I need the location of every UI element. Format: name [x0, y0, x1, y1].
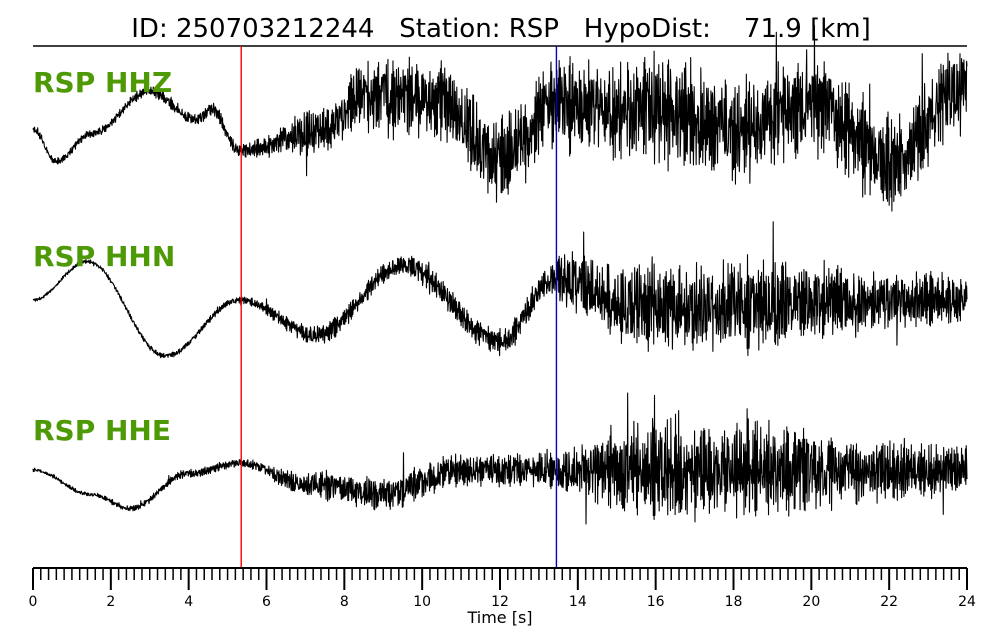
trace-line-rsp-hhe	[32, 392, 968, 525]
channel-label-rsp-hhz: RSP HHZ	[33, 66, 172, 99]
x-tick-label: 6	[262, 594, 271, 610]
x-tick-label: 4	[184, 594, 193, 610]
x-tick-label: 18	[725, 594, 743, 610]
x-tick-label: 8	[340, 594, 349, 610]
channel-label-rsp-hhe: RSP HHE	[33, 414, 171, 447]
x-tick-label: 20	[802, 594, 820, 610]
trace-line-rsp-hhn	[32, 221, 968, 359]
x-tick-label: 24	[958, 594, 976, 610]
phase-picks	[240, 46, 558, 568]
x-tick-label: 12	[491, 594, 509, 610]
trace-line-rsp-hhz	[32, 25, 968, 212]
x-tick-label: 14	[569, 594, 587, 610]
time-axis: 0 2 4 6 8 10 12 14 16 18 20 22 24	[29, 567, 976, 610]
x-tick-label: 0	[29, 594, 38, 610]
x-tick-label: 10	[413, 594, 431, 610]
x-tick-label: 16	[647, 594, 665, 610]
channel-label-rsp-hhn: RSP HHN	[33, 240, 175, 273]
x-tick-label: 2	[106, 594, 115, 610]
figure-title: ID: 250703212244 Station: RSP HypoDist: …	[131, 14, 871, 44]
x-axis-label: Time [s]	[466, 608, 532, 627]
x-tick-label: 22	[880, 594, 898, 610]
trace-panels: RSP HHZ RSP HHN RSP HHE	[32, 25, 968, 525]
